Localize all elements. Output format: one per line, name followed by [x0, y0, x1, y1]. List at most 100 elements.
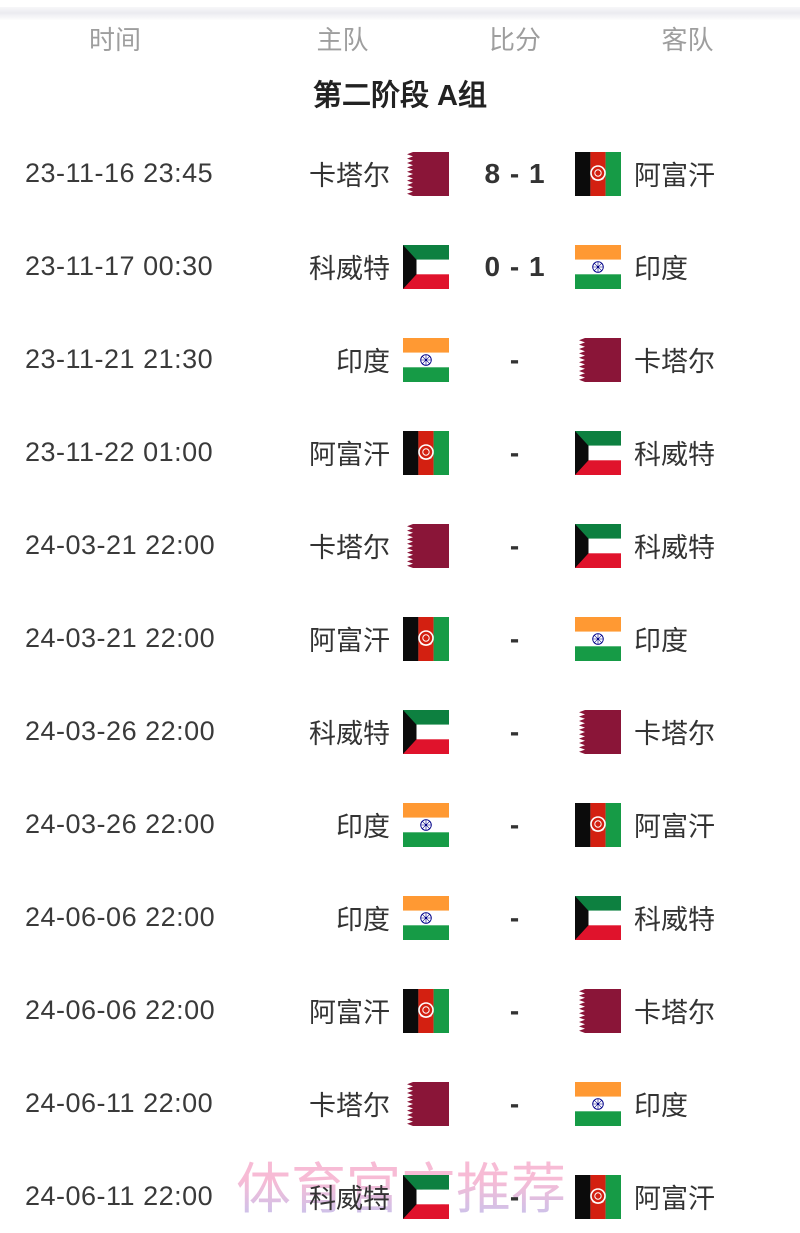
match-time: 24-06-06 22:00	[25, 995, 216, 1025]
match-score: -	[509, 715, 521, 747]
away-team-name: 卡塔尔	[634, 719, 715, 749]
match-row[interactable]: 24-03-21 22:00 阿富汗 - 印度	[0, 592, 800, 685]
away-team: 卡塔尔	[575, 709, 800, 754]
match-time: 24-03-21 22:00	[25, 530, 216, 560]
home-team-name: 科威特	[309, 254, 390, 284]
match-score: -	[509, 529, 521, 561]
match-time: 24-03-26 22:00	[25, 716, 216, 746]
match-row[interactable]: 24-03-26 22:00 科威特 - 卡塔尔	[0, 685, 800, 778]
group-title: 第二阶段 A组	[312, 79, 487, 112]
home-team: 科威特	[230, 709, 455, 754]
away-team: 印度	[575, 1081, 800, 1126]
qatar-flag-icon	[403, 523, 449, 568]
match-score: -	[509, 436, 521, 468]
match-time: 23-11-22 01:00	[25, 437, 214, 467]
home-team-name: 印度	[336, 905, 390, 935]
home-team: 印度	[230, 895, 455, 940]
away-team: 科威特	[575, 430, 800, 475]
india-flag-icon	[575, 616, 621, 661]
match-row[interactable]: 24-03-21 22:00 卡塔尔 - 科威特	[0, 499, 800, 592]
match-row[interactable]: 23-11-21 21:30 印度 - 卡塔尔	[0, 313, 800, 406]
match-row[interactable]: 24-06-06 22:00 阿富汗 - 卡塔尔	[0, 964, 800, 1057]
india-flag-icon	[403, 337, 449, 382]
afghanistan-flag-icon	[403, 616, 449, 661]
match-time: 23-11-16 23:45	[25, 158, 214, 188]
match-score: -	[509, 901, 521, 933]
column-header-time: 时间	[88, 24, 141, 55]
away-team: 阿富汗	[575, 1174, 800, 1219]
home-team-name: 阿富汗	[309, 626, 390, 656]
away-team-name: 卡塔尔	[634, 347, 715, 377]
afghanistan-flag-icon	[575, 151, 621, 196]
home-team-name: 卡塔尔	[309, 533, 390, 563]
match-list: 23-11-16 23:45 卡塔尔 8 - 1 阿富汗 23-11-17 00…	[0, 127, 800, 1233]
afghanistan-flag-icon	[403, 988, 449, 1033]
away-team-name: 印度	[634, 254, 688, 284]
qatar-flag-icon	[575, 337, 621, 382]
home-team: 卡塔尔	[230, 523, 455, 568]
away-team-name: 科威特	[634, 533, 715, 563]
afghanistan-flag-icon	[575, 1174, 621, 1219]
away-team: 科威特	[575, 523, 800, 568]
home-team-name: 印度	[336, 347, 390, 377]
away-team-name: 阿富汗	[634, 161, 715, 191]
kuwait-flag-icon	[575, 430, 621, 475]
match-row[interactable]: 23-11-17 00:30 科威特 0 - 1 印度	[0, 220, 800, 313]
qatar-flag-icon	[575, 709, 621, 754]
india-flag-icon	[575, 1081, 621, 1126]
match-row[interactable]: 24-06-06 22:00 印度 - 科威特	[0, 871, 800, 964]
kuwait-flag-icon	[403, 1174, 449, 1219]
home-team: 印度	[230, 337, 455, 382]
away-team: 阿富汗	[575, 802, 800, 847]
india-flag-icon	[403, 895, 449, 940]
home-team-name: 卡塔尔	[309, 161, 390, 191]
table-header: 时间 主队 比分 客队	[0, 0, 800, 58]
away-team: 阿富汗	[575, 151, 800, 196]
away-team-name: 阿富汗	[634, 812, 715, 842]
home-team-name: 卡塔尔	[309, 1091, 390, 1121]
match-score: -	[509, 1087, 521, 1119]
match-time: 24-03-26 22:00	[25, 809, 216, 839]
home-team-name: 阿富汗	[309, 998, 390, 1028]
home-team: 阿富汗	[230, 430, 455, 475]
away-team-name: 卡塔尔	[634, 998, 715, 1028]
away-team: 印度	[575, 616, 800, 661]
match-row[interactable]: 24-06-11 22:00 卡塔尔 - 印度	[0, 1057, 800, 1150]
kuwait-flag-icon	[575, 895, 621, 940]
kuwait-flag-icon	[403, 709, 449, 754]
india-flag-icon	[403, 802, 449, 847]
home-team: 阿富汗	[230, 616, 455, 661]
away-team: 科威特	[575, 895, 800, 940]
match-score: -	[509, 622, 521, 654]
qatar-flag-icon	[575, 988, 621, 1033]
match-time: 23-11-21 21:30	[25, 344, 214, 374]
match-time: 24-06-11 22:00	[25, 1088, 214, 1118]
home-team-name: 科威特	[309, 1184, 390, 1214]
away-team: 卡塔尔	[575, 337, 800, 382]
away-team: 印度	[575, 244, 800, 289]
match-score: 8 - 1	[484, 157, 546, 189]
away-team-name: 印度	[634, 1091, 688, 1121]
match-score: 0 - 1	[484, 250, 546, 282]
match-row[interactable]: 23-11-16 23:45 卡塔尔 8 - 1 阿富汗	[0, 127, 800, 220]
away-team-name: 科威特	[634, 905, 715, 935]
match-time: 24-06-11 22:00	[25, 1181, 214, 1211]
match-score: -	[509, 1180, 521, 1212]
qatar-flag-icon	[403, 1081, 449, 1126]
match-time: 24-06-06 22:00	[25, 902, 216, 932]
home-team: 科威特	[230, 1174, 455, 1219]
home-team: 阿富汗	[230, 988, 455, 1033]
match-row[interactable]: 23-11-22 01:00 阿富汗 - 科威特	[0, 406, 800, 499]
home-team-name: 阿富汗	[309, 440, 390, 470]
home-team: 科威特	[230, 244, 455, 289]
match-row[interactable]: 24-03-26 22:00 印度 - 阿富汗	[0, 778, 800, 871]
match-score: -	[509, 343, 521, 375]
column-header-home: 主队	[316, 24, 369, 55]
away-team-name: 印度	[634, 626, 688, 656]
match-row[interactable]: 24-06-11 22:00 科威特 - 阿富汗	[0, 1150, 800, 1233]
qatar-flag-icon	[403, 151, 449, 196]
kuwait-flag-icon	[575, 523, 621, 568]
home-team-name: 科威特	[309, 719, 390, 749]
home-team-name: 印度	[336, 812, 390, 842]
